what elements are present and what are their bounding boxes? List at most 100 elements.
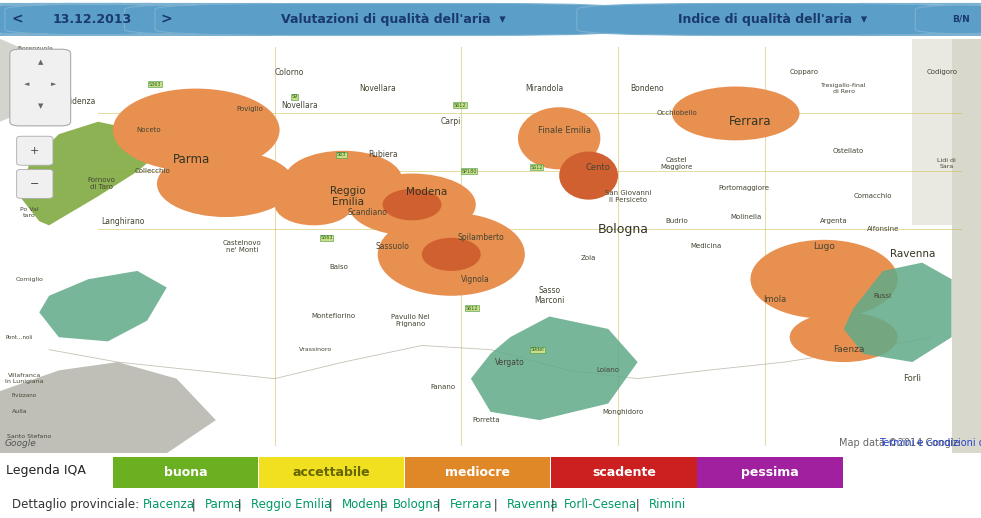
Text: Pont…noli: Pont…noli [6, 335, 33, 340]
Ellipse shape [284, 151, 402, 209]
Polygon shape [952, 39, 981, 453]
Text: |: | [188, 498, 200, 511]
Text: |: | [325, 498, 336, 511]
Text: S363: S363 [149, 82, 161, 87]
Text: Indice di qualità dell'aria  ▾: Indice di qualità dell'aria ▾ [679, 13, 867, 26]
Ellipse shape [378, 213, 525, 296]
Bar [113, 457, 258, 488]
Text: Argenta: Argenta [820, 218, 848, 224]
Text: Dettaglio provinciale:: Dettaglio provinciale: [12, 498, 142, 511]
Text: Aulla: Aulla [12, 409, 27, 414]
Text: Castelnovo
ne' Monti: Castelnovo ne' Monti [223, 239, 262, 253]
Text: Somagg.
Terme: Somagg. Terme [26, 117, 53, 127]
Text: accettabile: accettabile [292, 466, 371, 479]
Text: SP180: SP180 [461, 169, 477, 174]
Text: Tresigallo-final
di Rero: Tresigallo-final di Rero [821, 83, 866, 94]
Text: Vergato: Vergato [495, 357, 525, 367]
Text: Montefiorino: Montefiorino [312, 313, 355, 320]
Text: Pavullo Nel
Frignano: Pavullo Nel Frignano [390, 314, 430, 327]
Text: Fornovo
di Taro: Fornovo di Taro [87, 177, 115, 191]
Text: Poviglio: Poviglio [236, 106, 264, 112]
Text: scadente: scadente [592, 466, 656, 479]
Text: Map data ©2014 Google: Map data ©2014 Google [839, 438, 959, 448]
Text: Vignola: Vignola [461, 275, 490, 284]
Text: Baiso: Baiso [329, 264, 348, 270]
FancyBboxPatch shape [859, 4, 981, 35]
FancyBboxPatch shape [5, 4, 180, 35]
Text: Corniglio: Corniglio [16, 277, 43, 282]
Text: Modena: Modena [341, 498, 388, 511]
Text: Legenda IQA: Legenda IQA [6, 464, 85, 477]
Polygon shape [912, 39, 952, 225]
Text: Comacchio: Comacchio [853, 193, 893, 199]
Polygon shape [39, 271, 167, 341]
Bar [697, 457, 843, 488]
Text: ▲: ▲ [37, 59, 43, 65]
Text: Lugo: Lugo [813, 241, 835, 251]
Text: Ravenna: Ravenna [507, 498, 558, 511]
Text: S612: S612 [454, 103, 466, 108]
Text: Mirandola: Mirandola [526, 84, 563, 93]
Bar [259, 457, 404, 488]
Text: Alfonsine: Alfonsine [866, 226, 900, 233]
Text: Fanano: Fanano [431, 384, 456, 390]
Text: Spilamberto: Spilamberto [457, 233, 504, 242]
Text: Vrassinoro: Vrassinoro [299, 347, 333, 352]
Text: Villafranca
In Lunigiana: Villafranca In Lunigiana [5, 373, 44, 384]
Ellipse shape [275, 184, 353, 225]
Text: |: | [546, 498, 558, 511]
Text: S9del: S9del [531, 347, 544, 352]
Text: S612: S612 [466, 306, 478, 311]
Text: Russi: Russi [874, 293, 892, 299]
Text: Ostellato: Ostellato [833, 148, 864, 154]
Text: Portomaggiore: Portomaggiore [718, 185, 769, 191]
Text: Rimini: Rimini [649, 498, 687, 511]
Text: Forlì-Cesena: Forlì-Cesena [564, 498, 637, 511]
Text: Copparo: Copparo [790, 69, 819, 75]
Ellipse shape [348, 174, 476, 236]
Text: Scandiano: Scandiano [348, 208, 387, 218]
FancyBboxPatch shape [17, 169, 53, 198]
Text: Bologna: Bologna [597, 223, 648, 236]
Text: S9: S9 [291, 94, 297, 99]
Text: Fidenza: Fidenza [66, 96, 95, 106]
Text: Termini e condizioni d'uso: Termini e condizioni d'uso [879, 438, 981, 448]
Polygon shape [20, 122, 157, 225]
Ellipse shape [113, 89, 280, 171]
Text: |: | [490, 498, 501, 511]
Text: |: | [233, 498, 245, 511]
Text: Lidi di
Sara: Lidi di Sara [937, 158, 956, 168]
Ellipse shape [672, 87, 800, 140]
Text: Novellara: Novellara [359, 84, 396, 93]
Text: >: > [161, 12, 173, 26]
FancyBboxPatch shape [0, 4, 123, 35]
Text: Modena: Modena [406, 187, 447, 197]
Text: |: | [433, 498, 444, 511]
Text: |: | [376, 498, 387, 511]
Text: Imola: Imola [763, 295, 787, 305]
Text: −: − [29, 179, 39, 189]
Text: Monghidoro: Monghidoro [602, 409, 644, 415]
FancyBboxPatch shape [155, 4, 631, 35]
Text: Codigoro: Codigoro [926, 69, 957, 75]
Text: Castel
Maggiore: Castel Maggiore [661, 156, 693, 170]
Text: S563: S563 [321, 235, 333, 240]
Text: Molinella: Molinella [730, 214, 761, 220]
FancyBboxPatch shape [17, 136, 53, 165]
Polygon shape [844, 263, 952, 362]
Ellipse shape [383, 189, 441, 220]
Text: Ferrara: Ferrara [450, 498, 492, 511]
Text: Novellara: Novellara [281, 100, 318, 110]
FancyBboxPatch shape [62, 4, 272, 35]
FancyBboxPatch shape [577, 4, 969, 35]
Text: B/N: B/N [952, 15, 970, 24]
Text: Zola: Zola [581, 255, 596, 262]
Text: Medicina: Medicina [691, 243, 722, 249]
Text: +: + [29, 146, 39, 156]
Ellipse shape [559, 152, 618, 199]
Text: Bologna: Bologna [393, 498, 441, 511]
Text: Reggio Emilia: Reggio Emilia [251, 498, 332, 511]
Text: Faenza: Faenza [833, 345, 864, 354]
Text: <: < [12, 12, 24, 26]
Text: Collecchio: Collecchio [134, 168, 170, 175]
